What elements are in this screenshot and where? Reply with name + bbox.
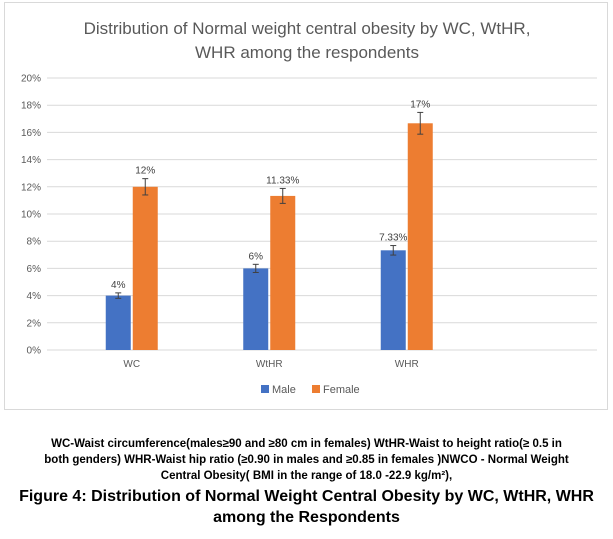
figure-caption: WC-Waist circumference(males≥90 and ≥80 … — [0, 436, 613, 528]
bar-female — [132, 186, 158, 350]
caption-note-line: WC-Waist circumference(males≥90 and ≥80 … — [51, 438, 562, 450]
legend-swatch-male — [261, 385, 269, 393]
y-tick-label: 18% — [21, 101, 41, 112]
caption-note: WC-Waist circumference(males≥90 and ≥80 … — [0, 436, 613, 484]
figure-title-line: among the Respondents — [213, 509, 400, 526]
caption-note-line: Central Obesity( BMI in the range of 18.… — [160, 470, 453, 482]
y-tick-label: 6% — [27, 264, 42, 275]
x-tick-label: WC — [123, 359, 140, 370]
legend-label: Female — [323, 384, 360, 396]
y-tick-label: 0% — [27, 346, 42, 357]
bar-chart: Distribution of Normal weight central ob… — [21, 19, 597, 396]
legend-label: Male — [272, 384, 296, 396]
data-label: 11.33% — [266, 175, 299, 186]
legend-swatch-female — [312, 385, 320, 393]
caption-note-line: both genders) WHR-Waist hip ratio (≥0.90… — [44, 454, 569, 466]
data-label: 17% — [410, 99, 430, 110]
y-tick-label: 8% — [27, 237, 42, 248]
x-tick-label: WtHR — [256, 359, 283, 370]
chart-title: WHR among the respondents — [195, 43, 419, 62]
figure-title: Figure 4: Distribution of Normal Weight … — [0, 486, 613, 528]
y-tick-label: 12% — [21, 182, 41, 193]
figure-title-line: Figure 4: Distribution of Normal Weight … — [19, 488, 594, 505]
chart-title: Distribution of Normal weight central ob… — [84, 19, 531, 38]
bar-male — [243, 268, 269, 350]
y-tick-label: 10% — [21, 210, 41, 221]
data-label: 12% — [135, 166, 155, 177]
bar-female — [270, 195, 296, 350]
bar-male — [105, 295, 131, 350]
x-tick-label: WHR — [395, 359, 419, 370]
y-tick-label: 2% — [27, 318, 42, 329]
bar-female — [407, 123, 433, 351]
y-tick-label: 4% — [27, 291, 42, 302]
bar-male — [380, 250, 406, 350]
y-tick-label: 16% — [21, 128, 41, 139]
data-label: 6% — [249, 251, 264, 262]
data-label: 7.33% — [379, 233, 407, 244]
y-tick-label: 14% — [21, 155, 41, 166]
y-tick-label: 20% — [21, 74, 41, 85]
chart-area: Distribution of Normal weight central ob… — [4, 2, 608, 410]
data-label: 4% — [111, 280, 126, 291]
